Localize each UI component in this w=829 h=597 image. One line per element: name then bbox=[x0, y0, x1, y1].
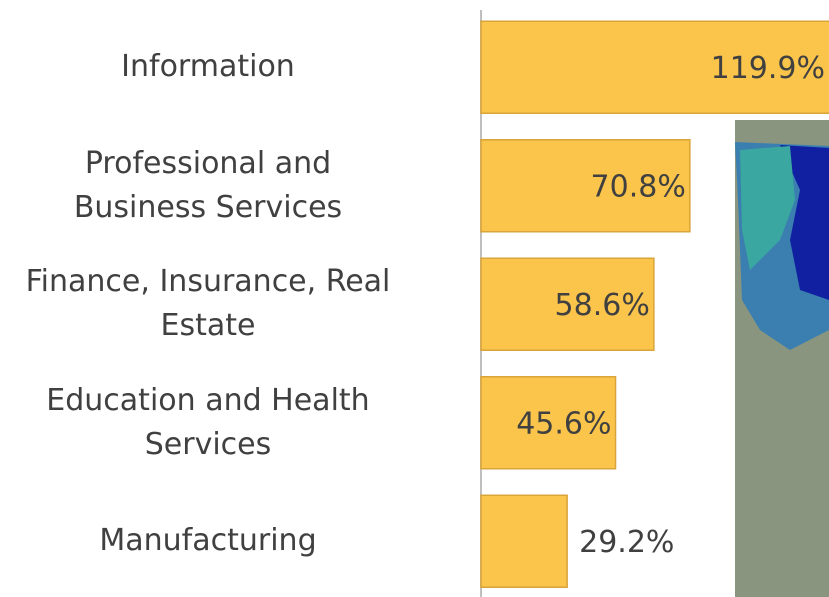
value-label: 70.8% bbox=[591, 169, 686, 204]
category-label: Manufacturing bbox=[0, 519, 438, 563]
category-label: Professional and Business Services bbox=[0, 142, 438, 230]
category-label: Education and Health Services bbox=[0, 379, 438, 467]
value-label: 45.6% bbox=[516, 406, 611, 441]
value-label: 29.2% bbox=[579, 525, 674, 560]
category-label: Finance, Insurance, Real Estate bbox=[0, 260, 438, 348]
category-label: Information bbox=[0, 45, 438, 89]
value-label: 58.6% bbox=[555, 288, 650, 323]
map-image bbox=[735, 120, 829, 597]
value-label: 119.9% bbox=[711, 51, 825, 86]
page: {"chart_data": {"type": "bar", "orientat… bbox=[0, 0, 829, 597]
bar bbox=[481, 495, 567, 587]
